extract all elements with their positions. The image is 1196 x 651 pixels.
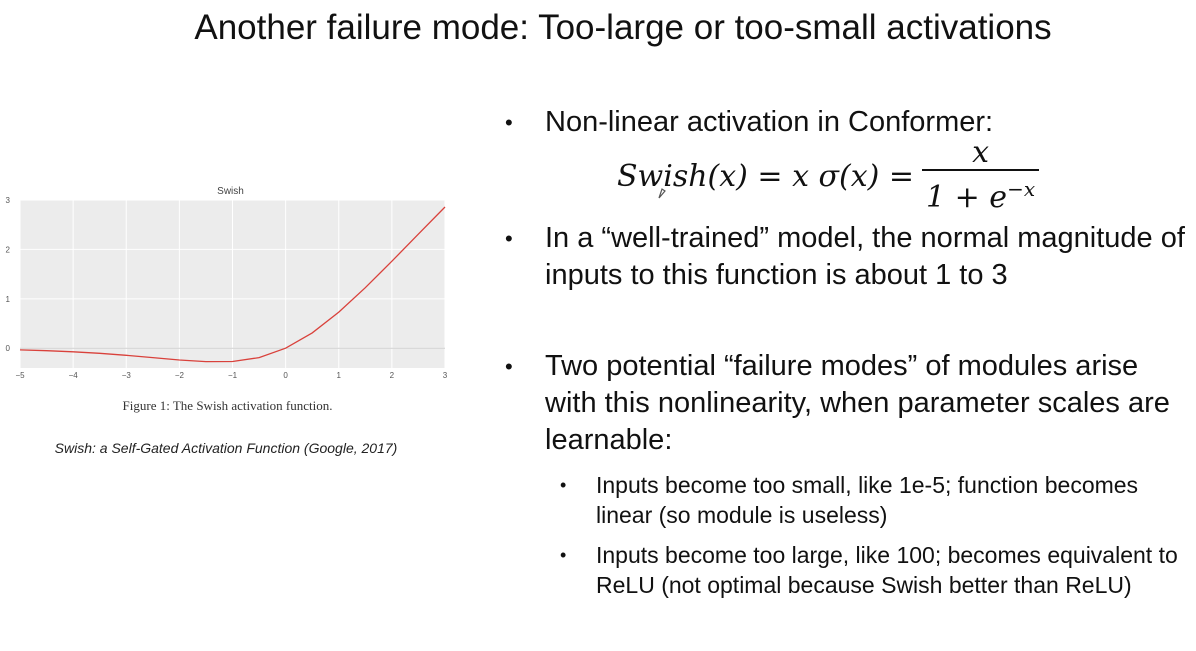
- y-tick-label: 0: [6, 344, 11, 353]
- sub-bullet-item: • Inputs become too large, like 100; bec…: [560, 540, 1186, 600]
- sub-bullet-text: Inputs become too large, like 100; becom…: [596, 542, 1178, 598]
- x-tick-label: 2: [390, 371, 395, 380]
- bullet-icon: •: [505, 226, 513, 251]
- denominator-exponent: −x: [1007, 176, 1036, 201]
- formula-denominator: 1 + e−x: [922, 171, 1039, 216]
- swish-formula: Swish(x) = x σ(x) = x 1 + e−x: [617, 134, 1040, 216]
- y-tick-label: 3: [6, 196, 11, 205]
- bullet-icon: •: [560, 475, 567, 495]
- bullet-item: • In a “well-trained” model, the normal …: [505, 220, 1185, 294]
- x-tick-label: −3: [122, 371, 132, 380]
- swish-figure: −5 −4 −3 −2 −1 0 1 2 3 0 1 2 3 Swish: [0, 180, 470, 480]
- swish-chart: −5 −4 −3 −2 −1 0 1 2 3 0 1 2 3 Swish: [6, 186, 448, 380]
- source-citation: Swish: a Self-Gated Activation Function …: [54, 440, 398, 456]
- bullet-icon: •: [505, 354, 513, 379]
- formula-numerator: x: [972, 134, 990, 170]
- bullet-text: Two potential “failure modes” of modules…: [545, 350, 1170, 456]
- fraction-bar: [922, 168, 1040, 171]
- bullet-item: • Non-linear activation in Conformer:: [505, 104, 1185, 141]
- y-tick-label: 1: [6, 295, 11, 304]
- x-tick-label: 1: [337, 371, 342, 380]
- x-tick-label: −2: [175, 371, 185, 380]
- figure-caption: Figure 1: The Swish activation function.: [122, 398, 333, 413]
- denominator-base: 1 + e: [926, 179, 1008, 215]
- y-tick-label: 2: [6, 245, 11, 254]
- swish-series-line: [19, 206, 446, 363]
- slide-title: Another failure mode: Too-large or too-s…: [194, 8, 1052, 47]
- x-tick-label: −5: [15, 371, 25, 380]
- x-tick-label: −1: [228, 371, 238, 380]
- bullet-item: • Two potential “failure modes” of modul…: [505, 348, 1185, 459]
- chart-title: Swish: [217, 186, 244, 197]
- bullet-icon: •: [505, 110, 513, 135]
- x-tick-label: 0: [283, 371, 288, 380]
- sub-bullet-text: Inputs become too small, like 1e-5; func…: [596, 472, 1139, 528]
- formula-lhs: Swish(x) = x σ(x) =: [617, 158, 915, 194]
- sub-bullet-item: • Inputs become too small, like 1e-5; fu…: [560, 470, 1186, 530]
- bullet-text: In a “well-trained” model, the normal ma…: [545, 222, 1185, 291]
- bullet-text: Non-linear activation in Conformer:: [545, 106, 994, 138]
- bullet-icon: •: [560, 545, 567, 565]
- x-tick-label: −4: [69, 371, 79, 380]
- formula-fraction: x 1 + e−x: [922, 134, 1040, 216]
- x-tick-label: 3: [443, 371, 448, 380]
- pen-cursor-icon: [658, 188, 666, 199]
